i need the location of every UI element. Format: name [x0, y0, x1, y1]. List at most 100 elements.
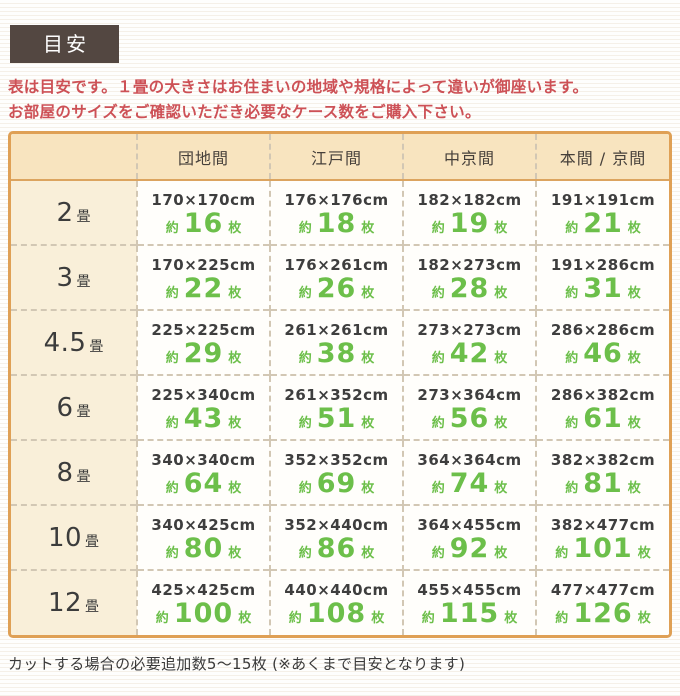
cell-size: 176×176cm [284, 190, 389, 209]
cell-count: 126 [573, 598, 633, 629]
cell-count: 101 [573, 532, 633, 564]
cell-count: 51 [316, 402, 357, 434]
cell-approx-label: 約 [298, 480, 312, 496]
size-cell: 364×364cm 約 74 枚 [402, 439, 536, 505]
cell-count-line: 約 18 枚 [299, 210, 375, 237]
cell-count: 31 [583, 272, 623, 304]
cell-count-line: 約 64 枚 [166, 470, 242, 497]
size-cell: 382×382cm 約 81 枚 [535, 439, 669, 505]
cell-size: 273×364cm [417, 385, 522, 404]
cell-content: 286×286cm 約 46 枚 [537, 311, 669, 374]
cell-content: 261×261cm 約 38 枚 [271, 311, 402, 374]
cell-count-unit: 枚 [361, 285, 375, 301]
cell-count-line: 約 108 枚 [289, 600, 384, 627]
cell-count: 108 [306, 598, 367, 629]
cell-count-line: 約 86 枚 [299, 535, 375, 562]
table-row: 10 畳 340×425cm 約 80 枚 352×440cm 約 86 枚 364×45… [11, 504, 669, 570]
size-cell: 176×176cm 約 18 枚 [269, 180, 403, 245]
cell-count-unit: 枚 [361, 545, 375, 561]
cell-count: 16 [183, 207, 224, 239]
cell-count-line: 約 16 枚 [166, 210, 242, 237]
row-header-cell: 12 畳 [11, 569, 137, 635]
size-cell: 455×455cm 約 115 枚 [402, 569, 536, 635]
cell-size: 261×352cm [284, 385, 389, 404]
cell-count: 80 [183, 532, 224, 564]
cut-note: カットする場合の必要追加数5〜15枚 (※あくまで目安となります) [8, 655, 466, 673]
cell-count-unit: 枚 [627, 350, 641, 366]
cell-count-line: 約 92 枚 [432, 535, 508, 562]
cell-size: 182×182cm [417, 190, 522, 209]
cell-size: 382×477cm [550, 515, 656, 534]
size-cell: 176×261cm 約 26 枚 [269, 244, 403, 310]
size-cell: 261×261cm 約 38 枚 [269, 309, 403, 375]
cell-count: 81 [583, 467, 623, 499]
cell-content: 477×477cm 約 126 枚 [537, 571, 669, 635]
table-corner-cell [11, 134, 137, 181]
cell-content: 191×191cm 約 21 枚 [537, 181, 669, 244]
cell-content: 340×425cm 約 80 枚 [138, 506, 269, 569]
cell-count-unit: 枚 [637, 545, 651, 561]
cell-count: 38 [316, 337, 357, 369]
cell-count-unit: 枚 [494, 220, 508, 236]
notice-line-1: 表は目安です。１畳の大きさはお住まいの地域や規格によって違いが御座います。 [8, 78, 589, 96]
cell-count-unit: 枚 [228, 220, 242, 236]
cell-content: 352×352cm 約 69 枚 [271, 441, 402, 504]
size-cell: 352×352cm 約 69 枚 [269, 439, 403, 505]
row-header-number: 2 [56, 197, 74, 228]
cell-count-line: 約 42 枚 [432, 340, 508, 367]
cell-count-unit: 枚 [494, 545, 508, 561]
column-header-honma-kyoma: 本間 / 京間 [535, 134, 669, 181]
cell-content: 440×440cm 約 108 枚 [271, 571, 402, 635]
cell-size: 352×352cm [284, 450, 389, 469]
cell-count-unit: 枚 [361, 220, 375, 236]
cell-count: 100 [173, 598, 234, 629]
column-header-edoma: 江戸間 [269, 134, 403, 181]
cell-count-unit: 枚 [627, 480, 641, 496]
cell-count: 29 [183, 337, 224, 369]
cell-approx-label: 約 [431, 220, 445, 236]
cell-size: 382×382cm [550, 450, 656, 469]
cell-count: 115 [439, 598, 500, 629]
cell-approx-label: 約 [431, 285, 445, 301]
cell-content: 170×170cm 約 16 枚 [138, 181, 269, 244]
cell-count-unit: 枚 [504, 611, 518, 626]
cell-approx-label: 約 [165, 285, 179, 301]
cell-content: 191×286cm 約 31 枚 [537, 246, 669, 309]
cell-count-unit: 枚 [371, 611, 385, 626]
cell-approx-label: 約 [298, 350, 312, 366]
size-cell: 225×225cm 約 29 枚 [136, 309, 270, 375]
size-cell: 182×273cm 約 28 枚 [402, 244, 536, 310]
row-header-number: 8 [56, 457, 74, 488]
size-cell: 425×425cm 約 100 枚 [136, 569, 270, 635]
cell-size: 170×225cm [151, 255, 256, 274]
cell-approx-label: 約 [565, 220, 579, 236]
cell-content: 364×364cm 約 74 枚 [404, 441, 535, 504]
size-cell: 286×286cm 約 46 枚 [535, 309, 669, 375]
cell-count: 74 [449, 467, 490, 499]
cell-count: 69 [316, 467, 357, 499]
cell-approx-label: 約 [565, 480, 579, 496]
row-header-cell: 10 畳 [11, 504, 137, 570]
cell-count-line: 約 74 枚 [432, 470, 508, 497]
size-table-head: 団地間 江戸間 中京間 本間 / 京間 [11, 134, 669, 181]
cell-count-unit: 枚 [228, 545, 242, 561]
column-header-danchima: 団地間 [136, 134, 270, 181]
cell-count: 22 [183, 272, 224, 304]
cell-count-unit: 枚 [228, 480, 242, 496]
cell-approx-label: 約 [565, 415, 579, 431]
table-row: 4.5 畳 225×225cm 約 29 枚 261×261cm 約 38 枚 273×2… [11, 309, 669, 375]
cell-count-line: 約 43 枚 [166, 405, 242, 432]
cell-count-unit: 枚 [637, 611, 651, 626]
cell-approx-label: 約 [165, 415, 179, 431]
notice-text: 表は目安です。１畳の大きさはお住まいの地域や規格によって違いが御座います。 お部… [8, 75, 672, 125]
cell-approx-label: 約 [298, 220, 312, 236]
cell-approx-label: 約 [431, 480, 445, 496]
cell-content: 182×273cm 約 28 枚 [404, 246, 535, 309]
